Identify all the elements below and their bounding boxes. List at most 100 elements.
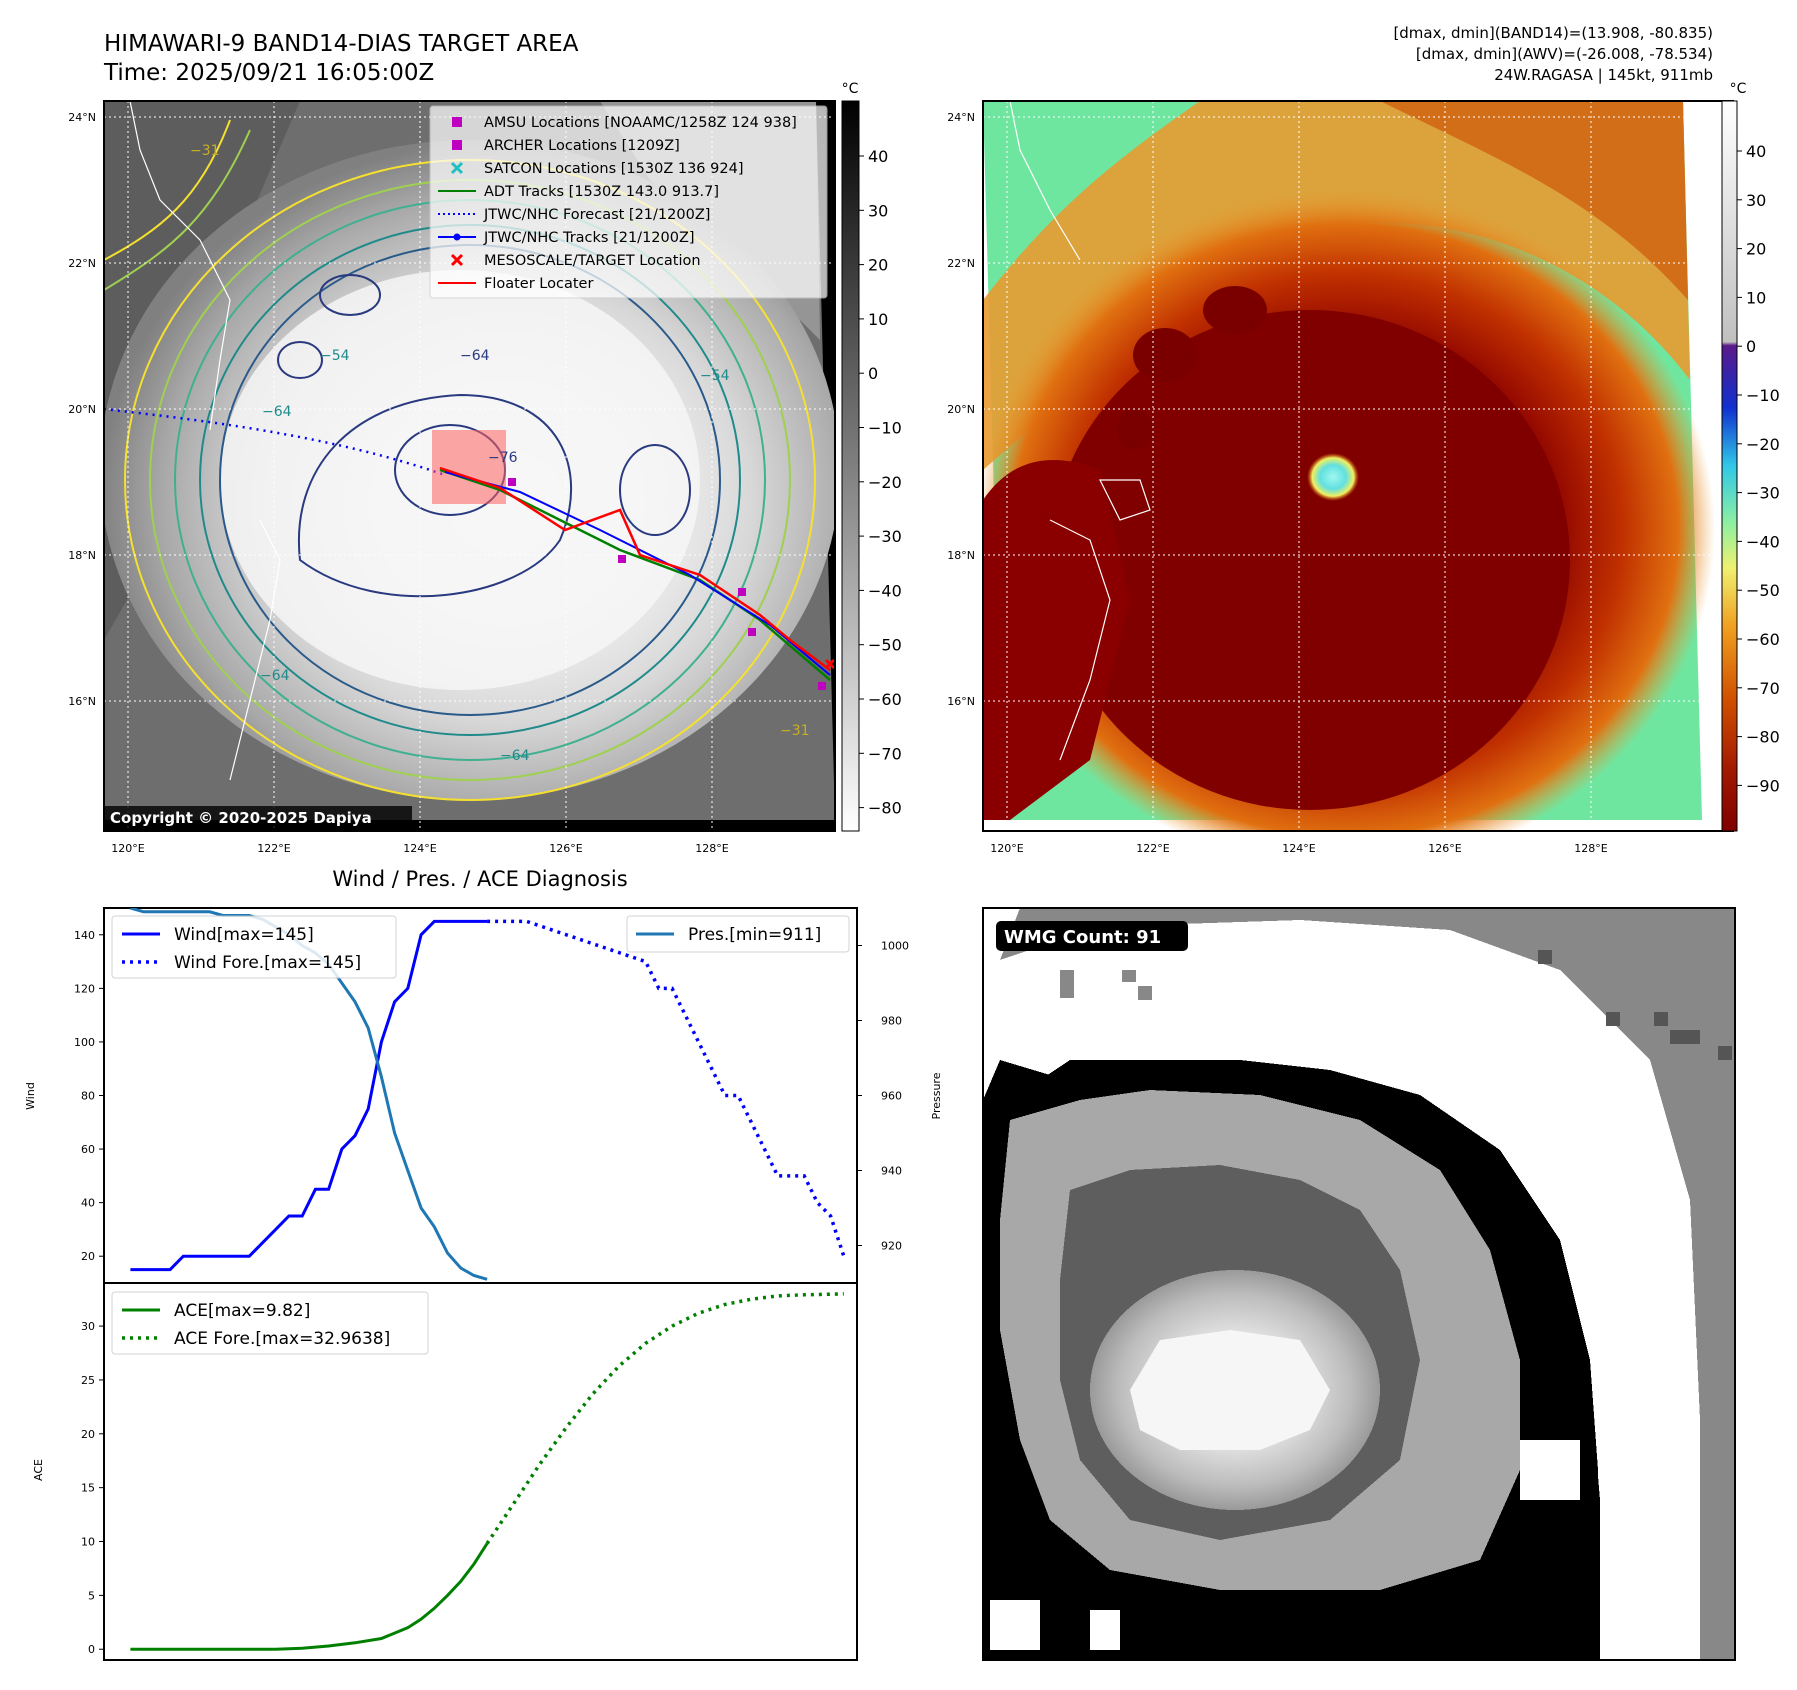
colorbar-tick-label: 40	[868, 147, 888, 166]
colorbar-tick-label: −60	[868, 690, 902, 709]
colorbar-tick-label: −70	[868, 744, 902, 763]
series-line	[130, 1542, 489, 1651]
y-tick-label: 40	[81, 1197, 95, 1210]
ir-panel: −64 −76 −64 −64 −31 −31 −54 −54 −64 AMSU…	[68, 81, 902, 855]
legend-label: AMSU Locations [NOAAMC/1258Z 124 938]	[484, 115, 797, 131]
y-tick-label: 140	[74, 929, 95, 942]
y-tick-label: 100	[74, 1036, 95, 1049]
ir-legend: AMSU Locations [NOAAMC/1258Z 124 938] ARC…	[429, 105, 828, 299]
colorbar-tick-label: 20	[868, 256, 888, 275]
y-tick-label: 20	[81, 1428, 95, 1441]
lat-label: 20°N	[947, 403, 975, 416]
lat-label: 22°N	[68, 257, 96, 270]
colorbar-tick-label: −50	[868, 636, 902, 655]
colorbar-tick-label: 20	[1746, 240, 1766, 259]
lon-label: 120°E	[111, 842, 144, 855]
legend-label: JTWC/NHC Tracks [21/1200Z]	[483, 230, 695, 246]
ace-legend-label: ACE[max=9.82]	[174, 1301, 310, 1321]
colorbar-tick-label: −80	[1746, 728, 1780, 747]
lat-label: 24°N	[68, 111, 96, 124]
ir-legend-item: JTWC/NHC Forecast [21/1200Z]	[438, 207, 710, 223]
series-line	[487, 919, 846, 1257]
awv-range: [dmax, dmin](AWV)=(-26.008, -78.534)	[1416, 45, 1713, 63]
jtwc-track	[444, 471, 831, 676]
contour-label: −31	[780, 723, 810, 739]
series-line	[130, 919, 488, 1272]
y-tick-label: 15	[81, 1482, 95, 1495]
colorbar-tick-label: −20	[868, 473, 902, 492]
colorbar-tick-label: 30	[1746, 191, 1766, 210]
pressure-ylabel: Pressure	[930, 1072, 943, 1119]
contour-label: −54	[320, 348, 350, 364]
colorbar-tick-label: 0	[868, 364, 878, 383]
awv-panel: °C 403020100−10−20−30−40−50−60−70−80−90 …	[947, 81, 1780, 855]
contour-label: −76	[488, 450, 518, 466]
colorbar-tick-label: 30	[868, 201, 888, 220]
colorbar-tick-label: −40	[1746, 532, 1780, 551]
ir-legend-item: ADT Tracks [1530Z 143.0 913.7]	[438, 184, 719, 200]
lat-label: 24°N	[947, 111, 975, 124]
ir-colorbar-unit: °C	[842, 81, 859, 97]
legend-square-marker	[452, 117, 462, 127]
awv-eye	[1307, 453, 1359, 501]
y-tick-label: 940	[881, 1165, 902, 1178]
adt-track	[439, 468, 831, 681]
legend-x-marker	[450, 253, 464, 267]
wind-legend: Wind[max=145] Wind Fore.[max=145]	[111, 915, 397, 979]
colorbar-tick-label: 40	[1746, 142, 1766, 161]
colorbar-tick-label: 10	[868, 310, 888, 329]
lon-label: 120°E	[990, 842, 1023, 855]
colorbar-tick-label: 0	[1746, 337, 1756, 356]
y-tick-label: 5	[88, 1589, 95, 1602]
y-tick-label: 80	[81, 1090, 95, 1103]
awv-colorbar-unit: °C	[1730, 81, 1747, 97]
ir-legend-item: Floater Locater	[438, 276, 593, 292]
awv-colorbar	[1721, 100, 1738, 832]
colorbar-tick-label: −70	[1746, 679, 1780, 698]
ace-fore-legend-label: ACE Fore.[max=32.9638]	[174, 1329, 390, 1349]
colorbar-tick-label: −10	[1746, 386, 1780, 405]
lat-label: 22°N	[947, 257, 975, 270]
storm-id: 24W.RAGASA | 145kt, 911mb	[1494, 66, 1713, 84]
lon-label: 122°E	[257, 842, 290, 855]
y-tick-label: 120	[74, 982, 95, 995]
pressure-legend-label: Pres.[min=911]	[688, 925, 821, 945]
ir-legend-item: SATCON Locations [1530Z 136 924]	[450, 161, 743, 177]
lat-label: 20°N	[68, 403, 96, 416]
legend-square-marker	[452, 140, 462, 150]
colorbar-tick-label: −20	[1746, 435, 1780, 454]
ir-legend-item: JTWC/NHC Tracks [21/1200Z]	[438, 230, 695, 246]
wmg-badge-bg	[996, 921, 1188, 951]
colorbar-tick-label: −60	[1746, 630, 1780, 649]
band14-range: [dmax, dmin](BAND14)=(13.908, -80.835)	[1393, 24, 1713, 42]
colorbar-tick-label: −50	[1746, 581, 1780, 600]
diag-title: Wind / Pres. / ACE Diagnosis	[332, 867, 627, 891]
legend-label: Floater Locater	[484, 276, 593, 292]
figure-time: Time: 2025/09/21 16:05:00Z	[103, 60, 434, 86]
legend-label: JTWC/NHC Forecast [21/1200Z]	[483, 207, 710, 223]
legend-label: ADT Tracks [1530Z 143.0 913.7]	[484, 184, 719, 200]
y-tick-label: 980	[881, 1015, 902, 1028]
legend-label: MESOSCALE/TARGET Location	[484, 253, 701, 269]
lon-label: 124°E	[1282, 842, 1315, 855]
pressure-legend: Pres.[min=911]	[626, 915, 850, 953]
lat-label: 16°N	[947, 695, 975, 708]
ir-legend-item: ARCHER Locations [1209Z]	[452, 138, 680, 154]
lon-label: 128°E	[1574, 842, 1607, 855]
wind-fore-legend-label: Wind Fore.[max=145]	[174, 953, 361, 973]
y-tick-label: 920	[881, 1240, 902, 1253]
y-tick-label: 30	[81, 1320, 95, 1333]
floater-locater	[439, 466, 831, 671]
lat-label: 18°N	[947, 549, 975, 562]
y-tick-label: 10	[81, 1536, 95, 1549]
y-tick-label: 1000	[881, 940, 909, 953]
ir-legend-item: MESOSCALE/TARGET Location	[450, 253, 701, 269]
y-tick-label: 20	[81, 1250, 95, 1263]
lon-label: 128°E	[695, 842, 728, 855]
ir-colorbar	[841, 100, 860, 832]
contour-label: −64	[460, 348, 490, 364]
contour-label: −54	[700, 368, 730, 384]
legend-label: ARCHER Locations [1209Z]	[484, 138, 680, 154]
series-line	[485, 1292, 844, 1545]
